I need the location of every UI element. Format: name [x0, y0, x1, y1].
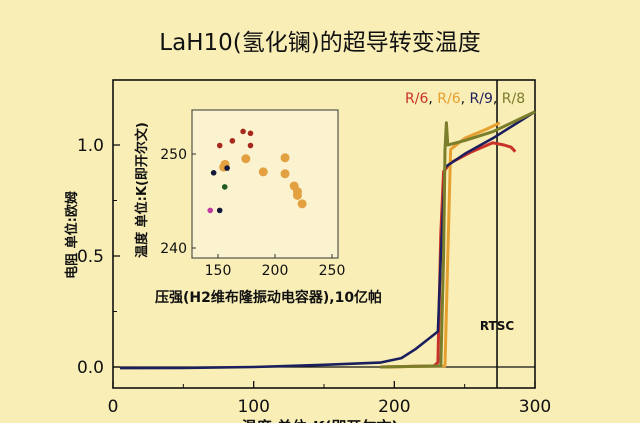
chart-title: LaH10(氢化镧)的超导转变温度: [159, 30, 480, 56]
inset-point: [297, 199, 307, 209]
inset-point: [280, 169, 290, 179]
legend-entry: R/9: [470, 91, 493, 107]
inset-point: [224, 165, 230, 171]
y-axis-label: 电阻 单位:欧姆: [64, 191, 80, 279]
inset-point: [240, 128, 246, 135]
inset-point: [292, 190, 302, 200]
legend-entry: R/6: [405, 91, 428, 107]
series-line-R-6: [380, 121, 501, 369]
rtsc-label: RTSC: [480, 319, 515, 333]
y-tick-label: 0.5: [77, 247, 104, 267]
inset-point: [207, 207, 214, 214]
legend-entry: R/6: [437, 91, 460, 107]
legend-entry: R/8: [502, 91, 525, 107]
x-axis-label: 温度 单位:K(即开尔文): [242, 418, 399, 423]
inset-point: [221, 184, 228, 190]
inset-point: [210, 170, 217, 176]
inset-x-tick-label: 150: [205, 263, 232, 279]
inset-point: [229, 138, 236, 144]
inset-point: [247, 142, 254, 149]
legend-separator: ,: [428, 91, 437, 107]
x-tick-label: 0: [108, 397, 119, 417]
x-tick-label: 100: [237, 397, 269, 417]
inset-x-tick-label: 250: [319, 263, 346, 279]
inset-point: [258, 167, 268, 177]
inset-y-tick-label: 240: [160, 241, 187, 257]
inset-point: [280, 153, 290, 163]
y-tick-label: 1.0: [77, 136, 104, 156]
series-line-R-8: [380, 110, 536, 369]
inset-point: [247, 130, 254, 137]
inset-point: [216, 142, 223, 149]
inset-y-axis-label: 温度 单位:K(即开尔文): [134, 122, 150, 258]
legend-separator: ,: [493, 91, 502, 107]
inset-frame: [191, 109, 339, 259]
inset-point: [216, 207, 223, 214]
x-tick-label: 300: [519, 397, 551, 417]
legend-separator: ,: [461, 91, 470, 107]
inset-y-tick-label: 250: [160, 147, 187, 163]
y-tick-label: 0.0: [77, 358, 104, 378]
x-tick-label: 200: [378, 397, 410, 417]
legend: R/6, R/6, R/9, R/8: [405, 91, 525, 107]
inset-point: [241, 154, 251, 164]
series-line-R-9: [119, 110, 536, 370]
inset-x-axis-label: 压强(H2维布隆振动电容器),10亿帕: [155, 289, 382, 306]
inset-x-tick-label: 200: [262, 263, 289, 279]
